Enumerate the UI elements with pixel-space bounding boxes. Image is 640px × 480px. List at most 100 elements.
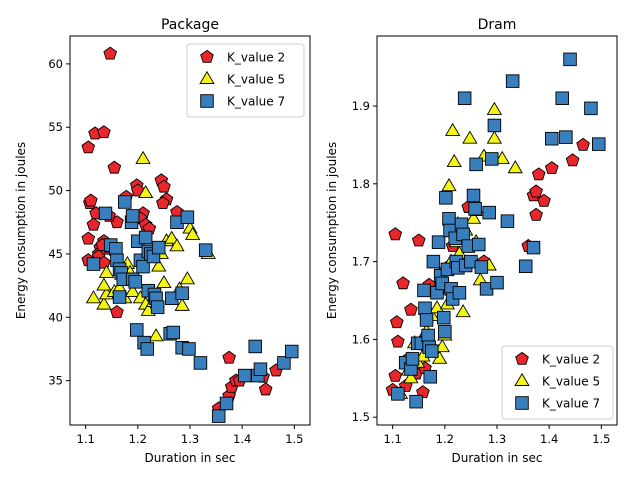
legend-entry: K_value 2 xyxy=(227,51,285,65)
series-k-value-7 xyxy=(86,195,299,423)
data-point xyxy=(434,339,450,353)
data-point xyxy=(468,201,482,216)
data-point xyxy=(258,382,273,396)
data-point xyxy=(164,230,180,244)
data-point xyxy=(148,328,164,342)
y-tick-label: 40 xyxy=(48,310,63,324)
data-point xyxy=(248,339,262,354)
data-point xyxy=(455,304,471,318)
data-point xyxy=(396,276,410,290)
data-point xyxy=(86,217,101,231)
data-point xyxy=(452,285,467,300)
data-point xyxy=(151,258,167,272)
data-point xyxy=(416,385,430,399)
data-point xyxy=(505,74,520,88)
data-point xyxy=(156,196,170,210)
y-tick-label: 1.9 xyxy=(352,99,370,113)
data-point xyxy=(465,210,482,224)
data-point xyxy=(150,300,165,314)
data-point xyxy=(431,235,446,249)
data-point xyxy=(446,153,462,167)
y-axis-label: Energy consumption in joules xyxy=(14,142,28,319)
data-point xyxy=(409,394,423,409)
data-point xyxy=(518,259,533,274)
x-tick-label: 1.2 xyxy=(129,432,147,446)
data-point xyxy=(151,240,166,255)
data-point xyxy=(482,205,496,220)
data-point xyxy=(537,193,551,207)
data-point xyxy=(135,150,151,164)
data-point xyxy=(418,301,432,316)
data-point xyxy=(439,191,453,205)
data-point xyxy=(124,283,141,297)
data-point xyxy=(179,271,196,285)
data-point xyxy=(471,237,486,252)
legend-entry: K_value 2 xyxy=(542,353,600,367)
y-tick-label: 45 xyxy=(48,247,63,261)
data-point xyxy=(96,277,112,291)
data-point xyxy=(198,243,213,257)
x-axis-label: Duration in sec xyxy=(452,451,543,465)
data-point xyxy=(545,131,559,146)
x-tick-label: 1.2 xyxy=(436,432,454,446)
x-tick-label: 1.1 xyxy=(384,432,402,446)
legend-marker xyxy=(515,351,529,365)
data-point xyxy=(222,350,236,364)
data-point xyxy=(490,275,504,290)
data-point xyxy=(136,259,150,274)
data-point xyxy=(507,160,523,174)
x-axis-label: Duration in sec xyxy=(145,451,236,465)
data-point xyxy=(180,210,195,224)
data-point xyxy=(438,324,452,339)
data-point xyxy=(485,152,499,166)
legend-marker xyxy=(200,49,214,63)
data-point xyxy=(404,302,418,316)
data-point xyxy=(98,264,115,278)
data-point xyxy=(81,231,96,245)
data-point xyxy=(107,160,122,174)
data-point xyxy=(469,157,483,172)
data-point xyxy=(529,184,543,198)
y-tick-label: 1.5 xyxy=(352,410,370,424)
data-point xyxy=(81,140,96,154)
data-point xyxy=(184,226,201,240)
legend-box xyxy=(186,43,305,118)
data-point xyxy=(529,207,543,221)
series-k-value-7 xyxy=(391,52,606,409)
data-point xyxy=(110,305,124,319)
data-point xyxy=(156,274,172,289)
data-point xyxy=(526,240,541,255)
data-point xyxy=(84,193,98,207)
y-tick-label: 1.6 xyxy=(352,332,370,346)
data-point xyxy=(166,325,181,340)
y-axis-label: Energy consumption in joules xyxy=(325,142,339,319)
data-point xyxy=(421,328,435,343)
data-point xyxy=(425,344,439,358)
data-point xyxy=(388,227,403,241)
x-tick-label: 1.4 xyxy=(540,432,558,446)
data-point xyxy=(118,195,132,209)
data-point xyxy=(403,370,419,384)
data-point xyxy=(169,238,185,252)
y-tick-label: 1.8 xyxy=(352,177,370,191)
data-point xyxy=(277,356,291,370)
legend-marker xyxy=(514,372,530,386)
dram-panel: 1.1 1.2 1.3 1.4 1.5 1.5 1.6 1.7 1.8 1.9 Dram Durati… xyxy=(325,17,618,465)
data-point xyxy=(494,150,510,164)
data-point xyxy=(103,46,117,60)
data-point xyxy=(584,101,598,116)
y-tick-label: 35 xyxy=(48,374,63,388)
legend: K_value 2 K_value 5 K_value 7 xyxy=(186,43,305,118)
data-point xyxy=(576,137,590,151)
data-point xyxy=(544,161,559,175)
data-point xyxy=(238,368,252,383)
x-tick-label: 1.3 xyxy=(181,432,199,446)
x-tick-label: 1.5 xyxy=(592,432,610,446)
data-point xyxy=(219,396,234,411)
legend-marker xyxy=(515,396,529,410)
legend-entry: K_value 5 xyxy=(227,73,285,87)
chart-title: Package xyxy=(161,17,219,33)
data-point xyxy=(253,362,268,376)
data-point xyxy=(486,130,503,144)
